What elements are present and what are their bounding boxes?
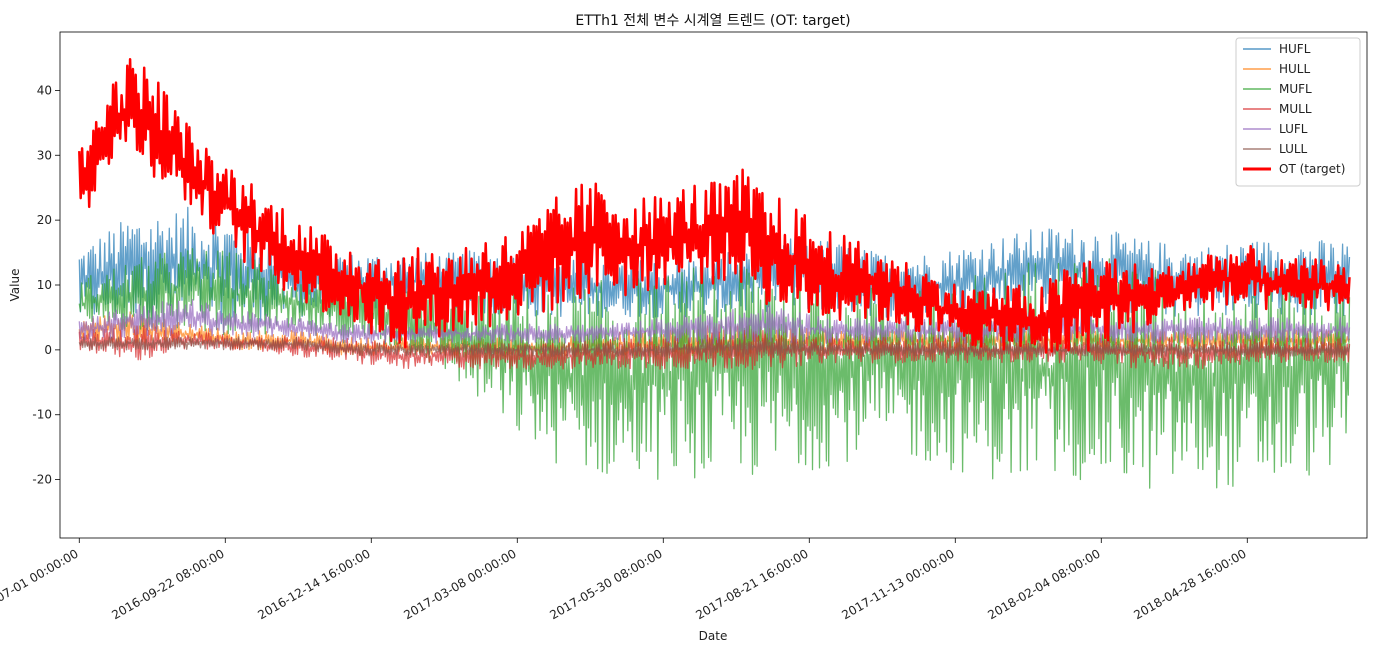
legend-label: HULL [1279, 62, 1310, 76]
legend: HUFL HULL MUFL MULL LUFL LULL OT (target) [1235, 37, 1361, 187]
y-tick-label: 0 [44, 343, 52, 357]
legend-label: LULL [1279, 142, 1308, 156]
y-axis: -20 -10 0 10 20 30 40 [32, 83, 60, 487]
y-tick-label: 40 [37, 83, 52, 97]
y-tick-label: -20 [32, 473, 52, 487]
x-axis-title: Date [699, 629, 728, 643]
y-axis-title: Value [8, 269, 22, 302]
legend-label: OT (target) [1279, 162, 1345, 176]
series-line-ot-target [78, 57, 1351, 354]
legend-label: MULL [1279, 102, 1312, 116]
y-tick-label: 30 [37, 148, 52, 162]
y-tick-label: -10 [32, 408, 52, 422]
legend-label: MUFL [1279, 82, 1312, 96]
legend-label: HUFL [1279, 42, 1311, 56]
series-line-lufl [78, 298, 1351, 345]
series-line-mufl [78, 247, 1351, 489]
y-tick-label: 10 [37, 278, 52, 292]
chart-title: ETTh1 전체 변수 시계열 트렌드 (OT: target) [575, 13, 850, 29]
series-line-lull [78, 336, 1351, 358]
series-line-mull [78, 325, 1351, 370]
y-tick-label: 20 [37, 213, 52, 227]
series-layer [78, 57, 1351, 489]
legend-label: LUFL [1279, 122, 1308, 136]
